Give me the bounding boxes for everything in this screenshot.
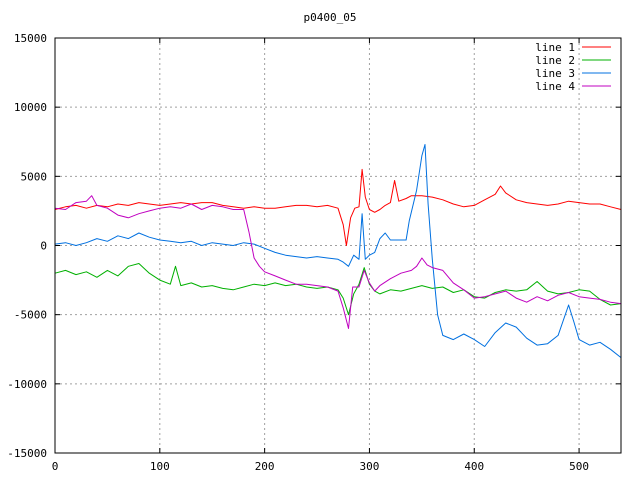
- x-tick-label: 0: [52, 460, 59, 473]
- legend-label-3: line 3: [535, 67, 575, 80]
- y-tick-label: 0: [40, 240, 47, 253]
- y-tick-label: -5000: [14, 309, 47, 322]
- y-tick-label: 15000: [14, 32, 47, 45]
- y-tick-label: -10000: [7, 378, 47, 391]
- x-tick-label: 100: [150, 460, 170, 473]
- series-group: [54, 144, 622, 358]
- legend-label-1: line 1: [535, 41, 575, 54]
- series-line-2: [54, 263, 622, 316]
- x-tick-label: 500: [569, 460, 589, 473]
- x-tick-label: 300: [360, 460, 380, 473]
- series-line-4: [54, 195, 622, 329]
- y-tick-label: 10000: [14, 101, 47, 114]
- y-tick-label: 5000: [21, 170, 48, 183]
- y-tick-label: -15000: [7, 447, 47, 460]
- axis-ticks: 0 100 200 300 400 500 15000 10000 5000 0 -5000 -100…: [7, 32, 621, 473]
- series-line-3: [54, 144, 622, 358]
- legend-label-4: line 4: [535, 80, 575, 93]
- grid-lines: [55, 38, 621, 453]
- legend-label-2: line 2: [535, 54, 575, 67]
- series-line-1: [54, 168, 622, 246]
- chart-title: p0400_05: [304, 11, 357, 24]
- x-tick-label: 200: [255, 460, 275, 473]
- x-tick-label: 400: [464, 460, 484, 473]
